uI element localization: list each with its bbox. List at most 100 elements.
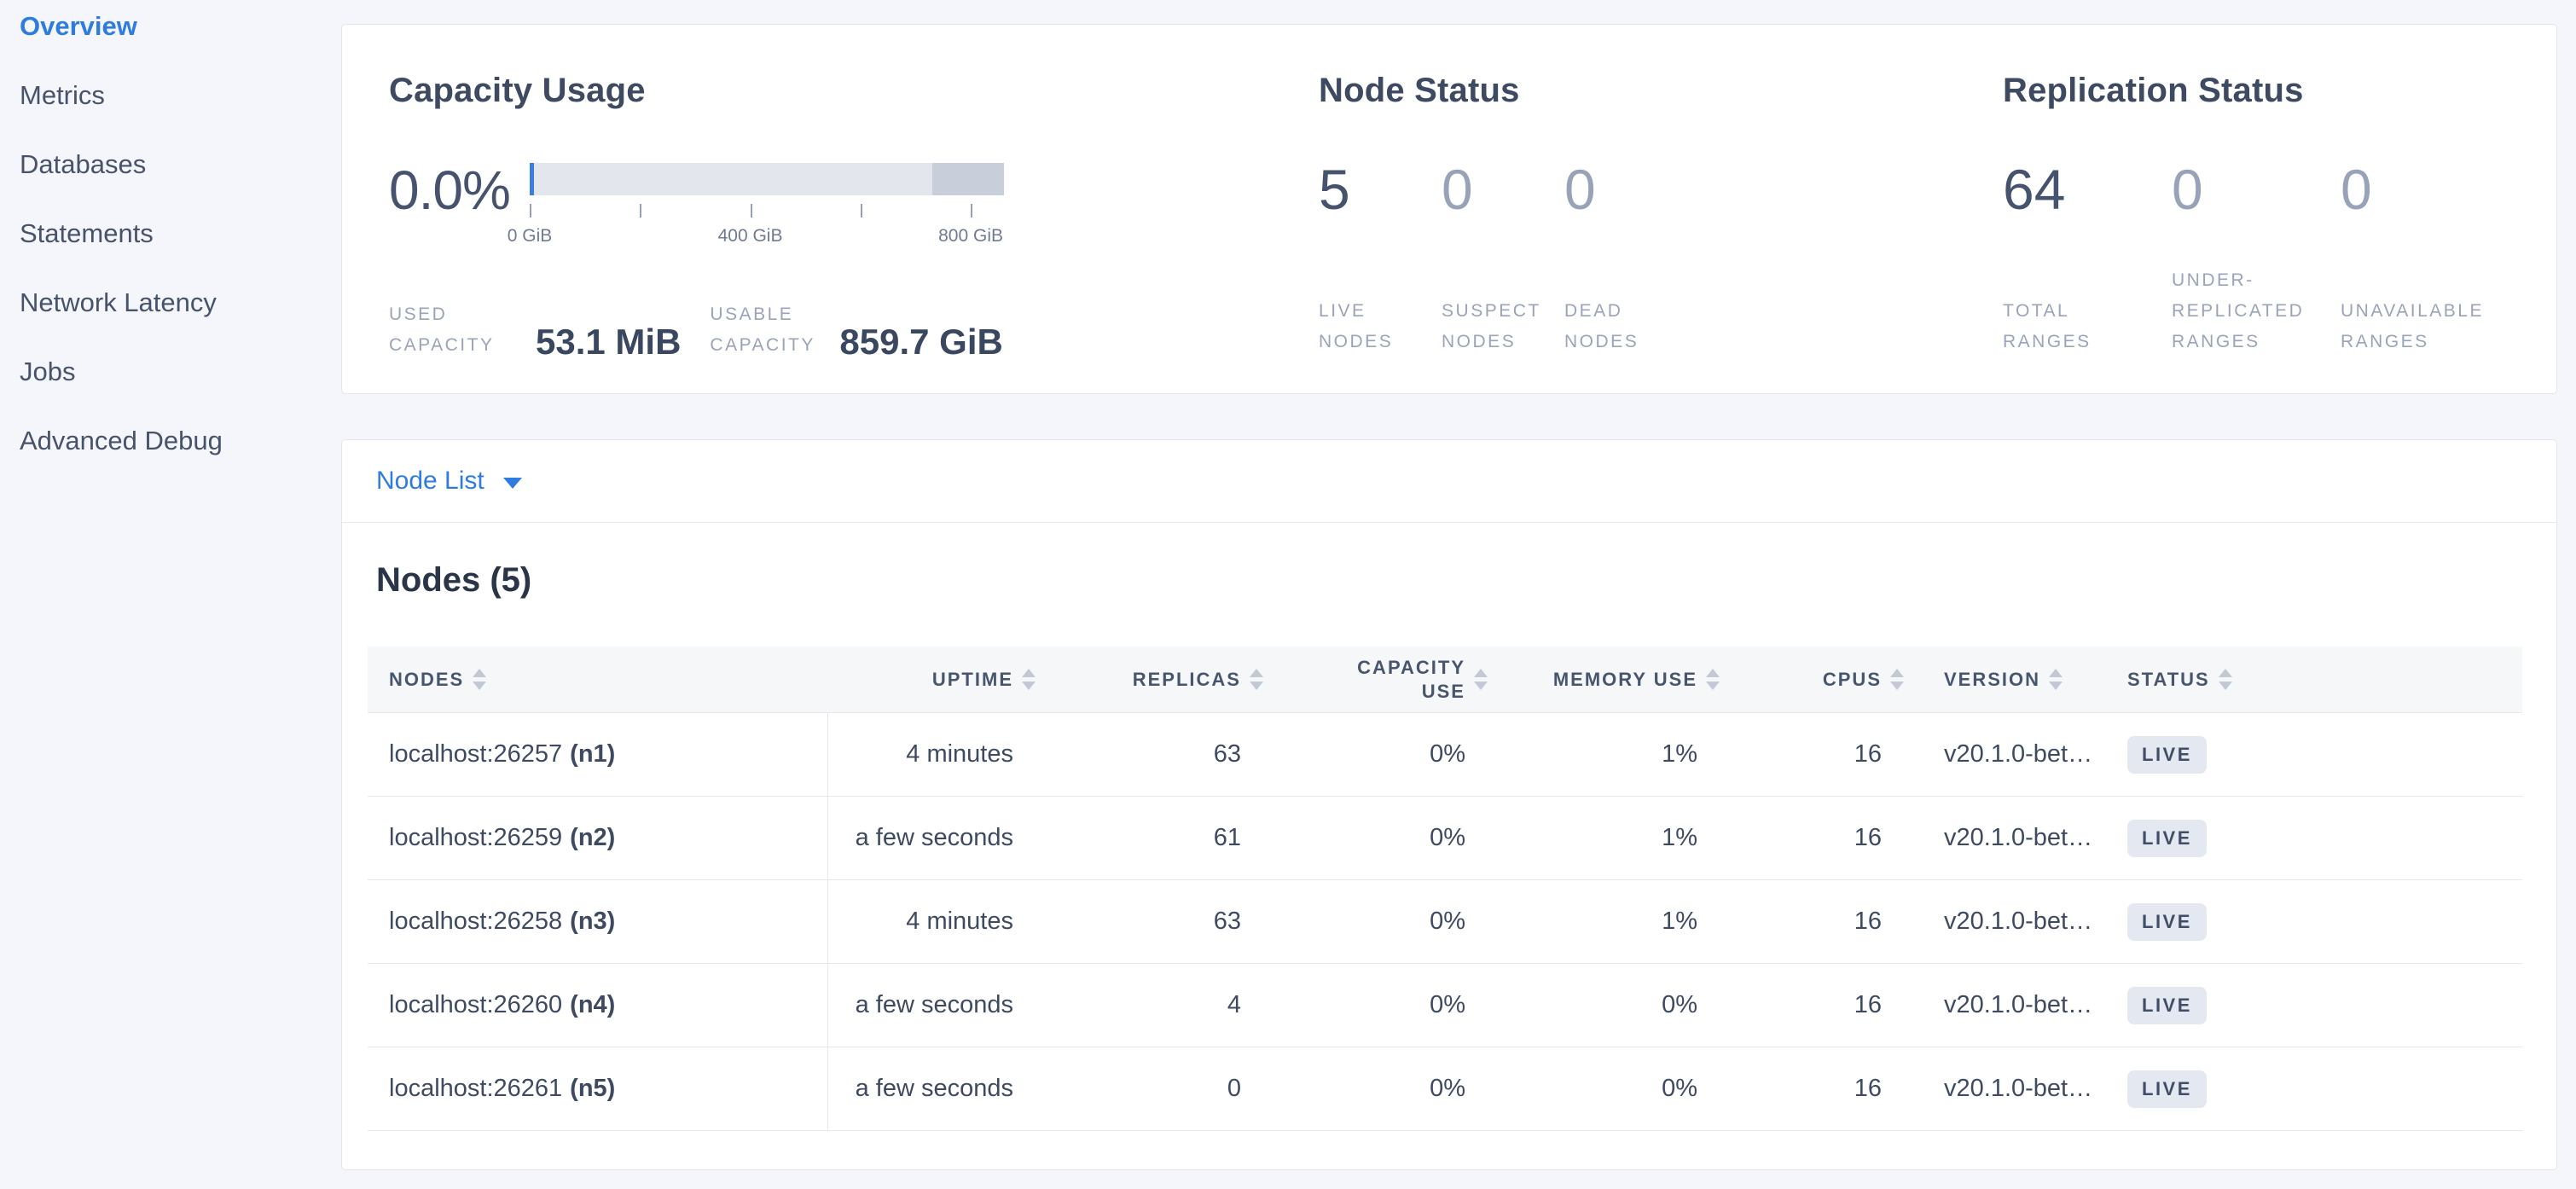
uptime-cell: 4 minutes xyxy=(906,740,1013,768)
sidebar-item-overview[interactable]: Overview xyxy=(20,10,137,41)
cpus-cell: 16 xyxy=(1854,1075,1882,1102)
capacity-percent-value: 0.0% xyxy=(389,160,511,221)
header-cell-status[interactable]: STATUS xyxy=(2110,647,2522,712)
axis-tick xyxy=(640,204,642,218)
sidebar: Overview Metrics Databases Statements Ne… xyxy=(0,0,341,1189)
axis-tick-label: 0 GiB xyxy=(507,226,553,246)
cpus-cell: 16 xyxy=(1854,908,1882,935)
dead-nodes-stat: 0 DEAD NODES xyxy=(1564,160,1667,357)
sidebar-item-jobs[interactable]: Jobs xyxy=(20,356,76,386)
node-id: (n4) xyxy=(570,991,616,1018)
axis-tick-label: 400 GiB xyxy=(717,226,783,246)
replicas-cell: 4 xyxy=(1227,991,1241,1018)
capacity-use-cell: 0% xyxy=(1430,740,1465,768)
nodes-table-header: NODES UPTIME REPLICAS CAPACITY USE MEMOR… xyxy=(368,647,2522,713)
header-cell-cpus[interactable]: CPUS xyxy=(1720,647,1904,712)
under-replicated-ranges-stat: 0 UNDER-REPLICATED RANGES xyxy=(2172,160,2321,357)
sidebar-item-metrics[interactable]: Metrics xyxy=(20,79,105,110)
header-cell-uptime[interactable]: UPTIME xyxy=(828,647,1036,712)
status-cell: LIVE xyxy=(2110,880,2522,963)
node-list-selector[interactable]: Node List xyxy=(342,440,2556,523)
stat-value: 0 xyxy=(1564,158,1596,221)
unavailable-ranges-stat: 0 UNAVAILABLE RANGES xyxy=(2341,160,2490,357)
version-cell: v20.1.0-bet… xyxy=(1944,824,2093,851)
header-cell-version[interactable]: VERSION xyxy=(1904,647,2110,712)
replication-status-panel: Replication Status 64 TOTAL RANGES 0 UND… xyxy=(2003,72,2509,393)
node-id: (n1) xyxy=(570,740,616,768)
sort-icon[interactable] xyxy=(2049,669,2063,690)
stat-label: LIVE NODES xyxy=(1319,301,1394,351)
capacity-usage-title: Capacity Usage xyxy=(389,72,646,109)
sort-icon[interactable] xyxy=(1474,669,1488,690)
status-cell: LIVE xyxy=(2110,964,2522,1047)
stat-value: 0 xyxy=(2172,158,2203,221)
sidebar-item-network-latency[interactable]: Network Latency xyxy=(20,287,217,317)
capacity-usage-panel: Capacity Usage 0.0% 0 GiB 40 xyxy=(389,72,1319,393)
sidebar-item-advanced-debug[interactable]: Advanced Debug xyxy=(20,425,223,455)
sort-icon[interactable] xyxy=(1250,669,1263,690)
node-status-panel: Node Status 5 LIVE NODES 0 SUSPECT NODES… xyxy=(1319,72,2003,393)
sidebar-item-databases[interactable]: Databases xyxy=(20,148,147,179)
sort-icon[interactable] xyxy=(1706,669,1720,690)
node-address-cell: localhost:26260 (n4) xyxy=(368,964,828,1047)
axis-tick xyxy=(860,204,862,218)
table-row-n4[interactable]: localhost:26260 (n4) a few seconds 4 0% … xyxy=(368,964,2522,1047)
memory-use-cell: 1% xyxy=(1662,908,1697,935)
total-ranges-stat: 64 TOTAL RANGES xyxy=(2003,160,2152,357)
used-capacity-label: USED CAPACITY xyxy=(389,304,495,355)
node-id: (n5) xyxy=(570,1075,616,1102)
uptime-cell: 4 minutes xyxy=(906,908,1013,935)
table-row-n5[interactable]: localhost:26261 (n5) a few seconds 0 0% … xyxy=(368,1047,2522,1131)
sort-icon[interactable] xyxy=(1022,669,1036,690)
table-row-n3[interactable]: localhost:26258 (n3) 4 minutes 63 0% 1% … xyxy=(368,880,2522,964)
stat-label: TOTAL RANGES xyxy=(2003,301,2092,351)
sort-icon[interactable] xyxy=(2218,669,2232,690)
cpus-cell: 16 xyxy=(1854,824,1882,851)
stat-value: 64 xyxy=(2003,158,2066,221)
used-capacity-value: 53.1 MiB xyxy=(536,322,682,362)
header-cell-nodes[interactable]: NODES xyxy=(368,647,828,712)
replicas-cell: 0 xyxy=(1227,1075,1241,1102)
version-cell: v20.1.0-bet… xyxy=(1944,740,2093,768)
table-row-n2[interactable]: localhost:26259 (n2) a few seconds 61 0%… xyxy=(368,797,2522,880)
capacity-use-cell: 0% xyxy=(1430,824,1465,851)
header-cell-replicas[interactable]: REPLICAS xyxy=(1036,647,1263,712)
replicas-cell: 63 xyxy=(1213,908,1241,935)
node-address: localhost:26261 xyxy=(389,1075,563,1102)
version-cell: v20.1.0-bet… xyxy=(1944,1075,2093,1102)
status-badge: LIVE xyxy=(2127,1070,2207,1108)
axis-tick xyxy=(530,204,531,218)
node-address: localhost:26259 xyxy=(389,824,563,851)
header-cell-capacity-use[interactable]: CAPACITY USE xyxy=(1263,647,1488,712)
stat-label: DEAD NODES xyxy=(1564,301,1639,351)
header-cell-memory-use[interactable]: MEMORY USE xyxy=(1488,647,1720,712)
chevron-down-icon xyxy=(502,477,522,489)
status-badge: LIVE xyxy=(2127,902,2207,941)
uptime-cell: a few seconds xyxy=(855,1075,1013,1102)
node-id: (n2) xyxy=(570,824,616,851)
version-cell: v20.1.0-bet… xyxy=(1944,908,2093,935)
node-address: localhost:26260 xyxy=(389,991,563,1018)
capacity-gauge-reserved-segment xyxy=(932,163,1004,195)
table-row-n1[interactable]: localhost:26257 (n1) 4 minutes 63 0% 1% … xyxy=(368,713,2522,797)
axis-tick xyxy=(971,204,973,218)
uptime-cell: a few seconds xyxy=(855,991,1013,1018)
node-address-cell: localhost:26257 (n1) xyxy=(368,713,828,796)
node-list-selector-label: Node List xyxy=(376,467,484,495)
sidebar-nav: Overview Metrics Databases Statements Ne… xyxy=(0,0,341,475)
main-content: Capacity Usage 0.0% 0 GiB 4 0 xyxy=(341,0,2557,1170)
memory-use-cell: 1% xyxy=(1662,740,1697,768)
stat-label: SUSPECT NODES xyxy=(1442,301,1541,351)
status-cell: LIVE xyxy=(2110,713,2522,796)
nodes-table-title: Nodes (5) xyxy=(376,561,532,599)
node-id: (n3) xyxy=(570,908,616,935)
axis-tick xyxy=(750,204,752,218)
sort-icon[interactable] xyxy=(1890,669,1904,690)
sort-icon[interactable] xyxy=(473,669,487,690)
node-status-title: Node Status xyxy=(1319,72,1520,109)
memory-use-cell: 0% xyxy=(1662,1075,1697,1102)
capacity-use-cell: 0% xyxy=(1430,1075,1465,1102)
sidebar-item-statements[interactable]: Statements xyxy=(20,218,154,248)
capacity-use-cell: 0% xyxy=(1430,908,1465,935)
replicas-cell: 63 xyxy=(1213,740,1241,768)
